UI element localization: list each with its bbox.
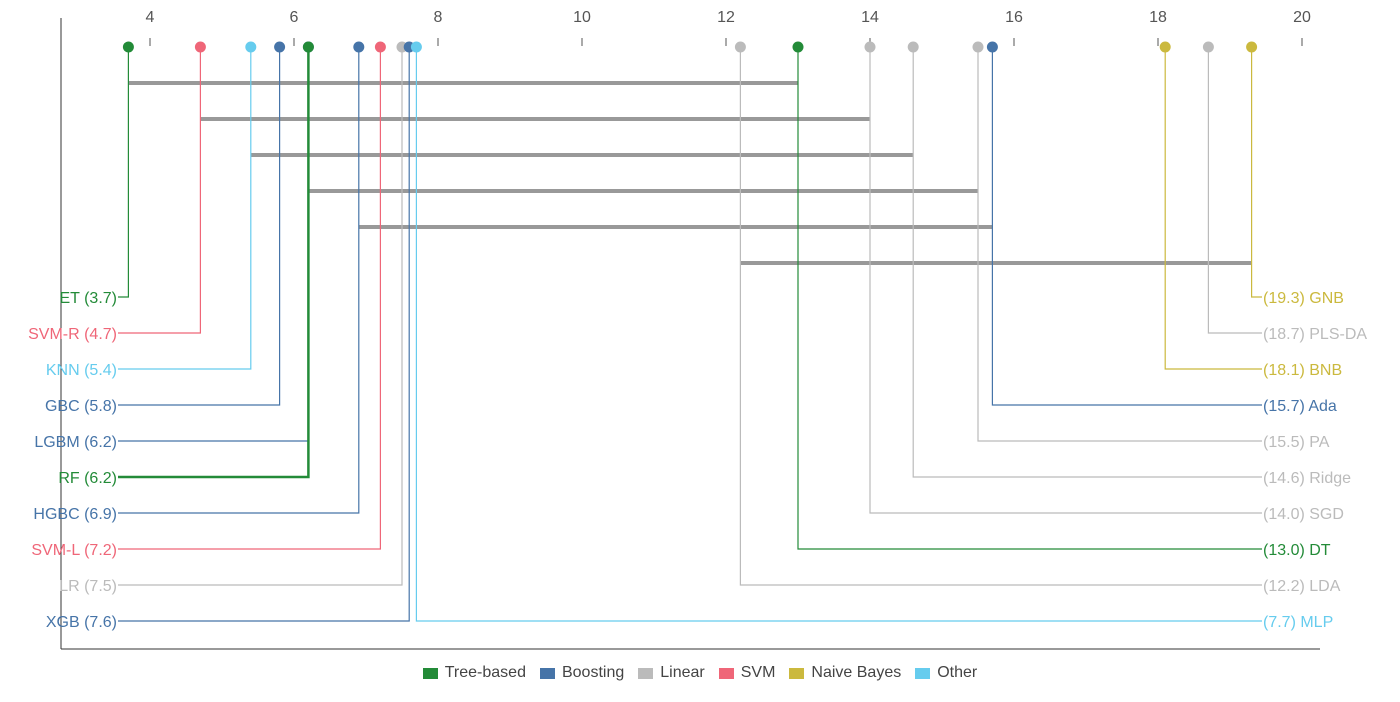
method-label: SVM-L (7.2) — [31, 542, 117, 559]
tick-label: 12 — [717, 9, 735, 26]
method-label: GBC (5.8) — [45, 398, 117, 415]
method-connector — [977, 47, 1262, 442]
method-connector — [118, 47, 281, 406]
method-dot — [734, 41, 746, 53]
method-label: (14.0) SGD — [1263, 506, 1344, 523]
method-label: XGB (7.6) — [46, 614, 117, 631]
method-connector — [1207, 47, 1262, 334]
method-dot — [907, 41, 919, 53]
method-dot — [864, 41, 876, 53]
legend-swatch — [718, 667, 734, 679]
method-dot — [1246, 41, 1258, 53]
method-label: ET (3.7) — [60, 290, 118, 307]
method-connector — [1250, 47, 1262, 298]
method-dot — [1202, 41, 1214, 53]
method-dot — [353, 41, 365, 53]
legend-label: SVM — [740, 664, 776, 681]
method-connector — [797, 47, 1262, 550]
tick-label: 6 — [290, 9, 299, 26]
legend-swatch — [789, 667, 805, 679]
method-label: RF (6.2) — [58, 470, 117, 487]
legend-label: Linear — [660, 664, 705, 681]
method-dot — [194, 41, 206, 53]
legend-item-linear: Linear — [638, 664, 705, 682]
method-dot — [1159, 41, 1171, 53]
method-label: (14.6) Ridge — [1263, 470, 1351, 487]
legend-swatch — [539, 667, 555, 679]
legend-item-naive-bayes: Naive Bayes — [789, 664, 901, 682]
method-label: (18.7) PLS-DA — [1263, 326, 1367, 343]
method-connector — [118, 47, 201, 334]
legend-label: Naive Bayes — [811, 664, 902, 681]
method-dot — [302, 41, 314, 53]
method-dot — [972, 41, 984, 53]
method-connector — [415, 47, 1262, 622]
method-dot — [986, 41, 998, 53]
method-label: KNN (5.4) — [46, 362, 117, 379]
tick-label: 14 — [861, 9, 879, 26]
method-dot — [122, 41, 134, 53]
tick-label: 20 — [1293, 9, 1311, 26]
method-label: HGBC (6.9) — [33, 506, 117, 523]
method-connector — [118, 47, 360, 514]
method-label: (13.0) DT — [1263, 542, 1331, 559]
method-connector — [118, 47, 129, 298]
method-label: LR (7.5) — [59, 578, 117, 595]
tick-label: 10 — [573, 9, 591, 26]
legend-label: Tree-based — [444, 664, 526, 681]
method-connector — [912, 47, 1262, 478]
tick-label: 8 — [434, 9, 443, 26]
tick-label: 16 — [1005, 9, 1023, 26]
method-connector — [739, 47, 1262, 586]
legend-item-svm: SVM — [718, 664, 776, 682]
legend-swatch — [422, 667, 438, 679]
legend-label: Other — [937, 664, 978, 681]
method-label: (7.7) MLP — [1263, 614, 1333, 631]
method-label: LGBM (6.2) — [34, 434, 117, 451]
method-dot — [410, 41, 422, 53]
method-connector — [118, 47, 252, 370]
method-connector — [991, 47, 1262, 406]
method-label: (18.1) BNB — [1263, 362, 1342, 379]
method-dot — [792, 41, 804, 53]
method-connector — [1164, 47, 1262, 370]
method-connector — [869, 47, 1262, 514]
legend-swatch — [638, 667, 654, 679]
method-connector — [118, 47, 310, 479]
method-label: (15.7) Ada — [1263, 398, 1337, 415]
tick-label: 4 — [146, 9, 155, 26]
method-connector — [118, 47, 381, 550]
legend-item-tree: Tree-based — [422, 664, 526, 682]
method-label: SVM-R (4.7) — [28, 326, 117, 343]
legend-swatch — [915, 667, 931, 679]
method-dot — [245, 41, 257, 53]
method-connector — [118, 47, 403, 586]
tick-label: 18 — [1149, 9, 1167, 26]
method-dot — [274, 41, 286, 53]
legend: Tree-based Boosting Linear SVM Naive Bay… — [0, 664, 1400, 682]
method-label: (19.3) GNB — [1263, 290, 1344, 307]
legend-item-boosting: Boosting — [539, 664, 625, 682]
method-label: (12.2) LDA — [1263, 578, 1341, 595]
method-dot — [374, 41, 386, 53]
legend-label: Boosting — [561, 664, 625, 681]
method-label: (15.5) PA — [1263, 434, 1330, 451]
legend-item-other: Other — [915, 664, 977, 682]
method-connector — [118, 47, 410, 622]
